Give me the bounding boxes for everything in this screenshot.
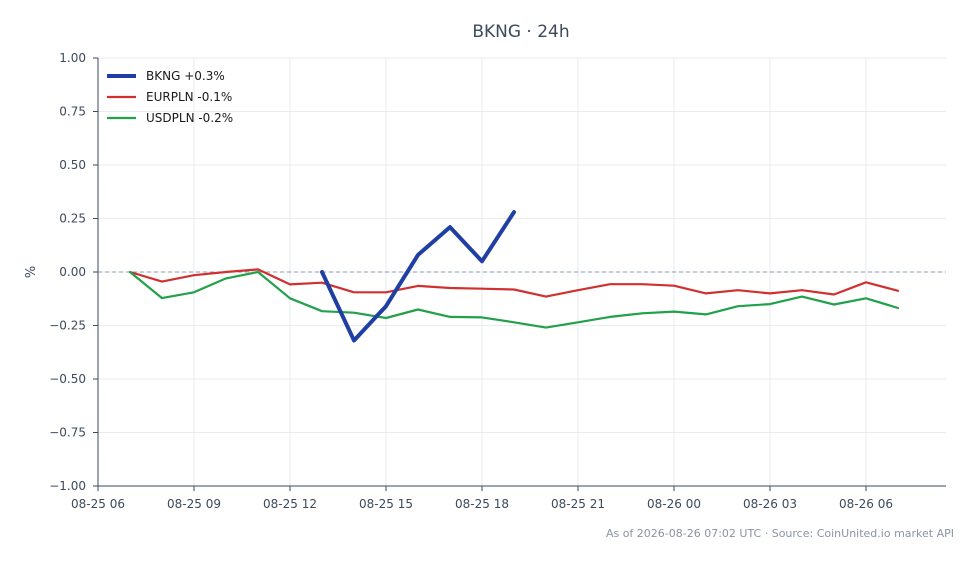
y-axis-label: % xyxy=(24,266,39,278)
y-tick-label: −1.00 xyxy=(49,479,86,493)
y-tick-label: −0.75 xyxy=(49,426,86,440)
x-tick-label: 08-26 00 xyxy=(647,497,701,511)
x-tick-label: 08-25 09 xyxy=(167,497,221,511)
y-tick-label: 0.75 xyxy=(59,105,86,119)
chart-title: BKNG · 24h xyxy=(472,22,569,42)
y-tick-label: 0.50 xyxy=(59,158,86,172)
x-tick-label: 08-25 18 xyxy=(455,497,509,511)
x-tick-label: 08-25 15 xyxy=(359,497,413,511)
series-line-eurpln xyxy=(128,268,900,298)
x-tick-label: 08-25 12 xyxy=(263,497,317,511)
x-tick-label: 08-25 06 xyxy=(71,497,125,511)
legend-label-bkng: BKNG +0.3% xyxy=(146,69,225,83)
y-tick-label: 0.00 xyxy=(59,265,86,279)
x-tick-label: 08-25 21 xyxy=(551,497,605,511)
y-tick-label: 1.00 xyxy=(59,51,86,65)
axes: 1.00 0.75 0.50 0.25 0.00 −0.25 −0.50 −0.75 −1.00… xyxy=(49,51,946,511)
legend-label-eurpln: EURPLN -0.1% xyxy=(146,90,232,104)
x-tick-label: 08-26 03 xyxy=(743,497,797,511)
x-tick-label: 08-26 06 xyxy=(839,497,893,511)
y-tick-label: −0.50 xyxy=(49,372,86,386)
source-footer: As of 2026-08-26 07:02 UTC · Source: Coi… xyxy=(605,527,954,540)
y-tick-label: 0.25 xyxy=(59,212,86,226)
series-lines xyxy=(128,210,900,343)
series-line-usdpln xyxy=(128,270,900,329)
series-line-bkng xyxy=(320,210,516,343)
y-tick-label: −0.25 xyxy=(49,319,86,333)
legend: BKNG +0.3% EURPLN -0.1% USDPLN -0.2% xyxy=(107,69,233,125)
legend-label-usdpln: USDPLN -0.2% xyxy=(146,111,233,125)
